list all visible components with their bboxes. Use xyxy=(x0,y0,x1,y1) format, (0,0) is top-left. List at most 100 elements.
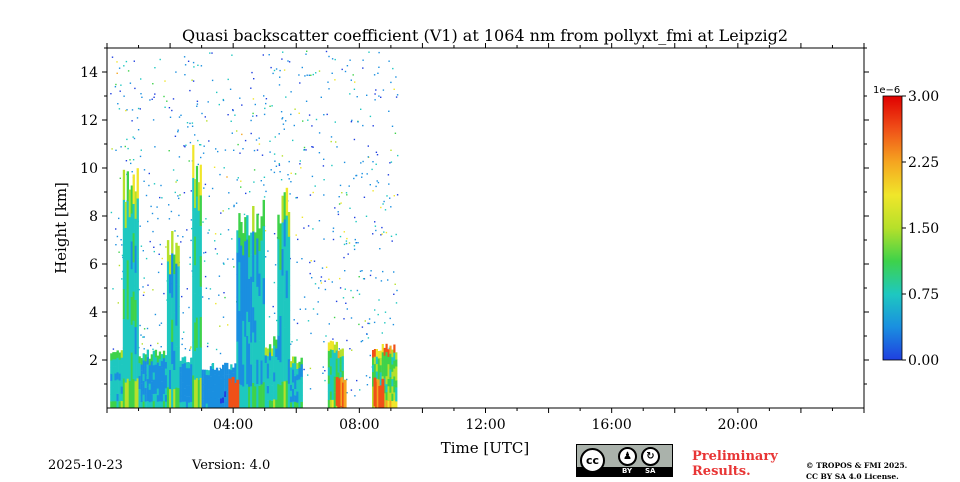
noise-pixel xyxy=(222,262,225,264)
profile-cell xyxy=(294,363,297,370)
profile-cell xyxy=(222,402,225,408)
profile-cell xyxy=(142,360,145,368)
noise-pixel xyxy=(140,93,142,95)
profile-cell xyxy=(181,370,184,377)
profile-cell xyxy=(134,299,137,328)
noise-pixel xyxy=(208,229,210,231)
noise-pixel xyxy=(341,192,343,194)
noise-pixel xyxy=(324,379,326,382)
profile-cell xyxy=(372,371,375,380)
noise-pixel xyxy=(371,168,373,171)
noise-pixel xyxy=(395,233,397,236)
noise-pixel xyxy=(341,68,343,71)
profile-cell xyxy=(220,393,223,399)
noise-pixel xyxy=(366,333,368,335)
noise-pixel xyxy=(378,95,380,97)
noise-pixel xyxy=(224,149,227,151)
profile-cell xyxy=(266,348,270,357)
profile-cell xyxy=(162,365,166,373)
profile-cell xyxy=(116,372,119,380)
noise-pixel xyxy=(328,323,330,325)
profile-cell xyxy=(110,360,113,368)
noise-pixel xyxy=(336,146,338,148)
profile-cell xyxy=(156,388,160,396)
profile-cell xyxy=(337,357,340,366)
noise-pixel xyxy=(196,100,199,102)
noise-pixel xyxy=(227,114,229,116)
profile-cell xyxy=(112,394,115,402)
profile-cell xyxy=(146,356,149,365)
noise-pixel xyxy=(369,115,372,118)
noise-pixel xyxy=(132,159,135,161)
noise-pixel xyxy=(378,66,380,68)
noise-pixel xyxy=(275,68,278,70)
profile-cell xyxy=(287,310,291,335)
noise-pixel xyxy=(390,206,392,208)
noise-pixel xyxy=(394,283,396,285)
profile-cell xyxy=(148,364,151,372)
noise-pixel xyxy=(118,264,121,267)
profile-cell xyxy=(279,384,282,408)
noise-pixel xyxy=(375,89,377,91)
profile-cell xyxy=(262,330,265,357)
noise-pixel xyxy=(345,242,348,245)
profile-cell xyxy=(238,261,241,287)
profile-cell xyxy=(385,383,388,393)
profile-cell xyxy=(285,325,289,354)
profile-cell xyxy=(248,235,251,258)
profile-cell xyxy=(254,298,257,321)
profile-cell xyxy=(373,363,377,372)
noise-pixel xyxy=(117,302,119,304)
profile-cell xyxy=(205,393,208,399)
noise-pixel xyxy=(148,172,150,175)
profile-cell xyxy=(164,401,168,408)
noise-pixel xyxy=(299,82,301,84)
profile-cell xyxy=(152,386,155,394)
noise-pixel xyxy=(344,288,346,290)
noise-pixel xyxy=(393,88,395,90)
profile-cell xyxy=(211,374,215,381)
noise-pixel xyxy=(290,181,292,183)
profile-cell xyxy=(300,376,303,384)
profile-cell xyxy=(183,388,187,396)
noise-pixel xyxy=(194,134,196,136)
profile-cell xyxy=(379,357,382,366)
noise-pixel xyxy=(360,108,362,110)
profile-cell xyxy=(179,402,182,408)
noise-pixel xyxy=(190,219,193,221)
noise-pixel xyxy=(209,288,212,290)
profile-cell xyxy=(298,379,301,386)
noise-pixel xyxy=(174,191,176,194)
profile-cell xyxy=(264,362,268,371)
noise-pixel xyxy=(253,149,256,152)
noise-pixel xyxy=(384,209,387,211)
noise-pixel xyxy=(379,248,381,250)
noise-pixel xyxy=(369,376,371,379)
profile-cell xyxy=(260,264,263,289)
profile-cell xyxy=(192,144,195,179)
profile-cell xyxy=(285,352,289,381)
profile-cell xyxy=(256,310,259,336)
profile-cell xyxy=(248,386,251,408)
noise-pixel xyxy=(276,319,278,322)
profile-cell xyxy=(173,292,176,313)
profile-cell xyxy=(160,394,164,402)
noise-pixel xyxy=(263,176,266,178)
profile-cell xyxy=(331,358,334,367)
noise-pixel xyxy=(395,96,398,98)
profile-cell xyxy=(203,403,206,408)
profile-cell xyxy=(190,376,193,384)
noise-pixel xyxy=(290,113,292,116)
profile-cell xyxy=(164,381,168,389)
noise-pixel xyxy=(377,313,379,316)
profile-cell xyxy=(132,291,135,321)
profile-cell xyxy=(194,264,197,294)
noise-pixel xyxy=(325,335,327,337)
noise-pixel xyxy=(393,271,395,273)
noise-pixel xyxy=(294,108,296,110)
noise-pixel xyxy=(127,147,129,150)
noise-pixel xyxy=(159,196,161,199)
noise-pixel xyxy=(222,316,225,318)
noise-pixel xyxy=(310,332,312,335)
profile-cell xyxy=(248,321,251,344)
